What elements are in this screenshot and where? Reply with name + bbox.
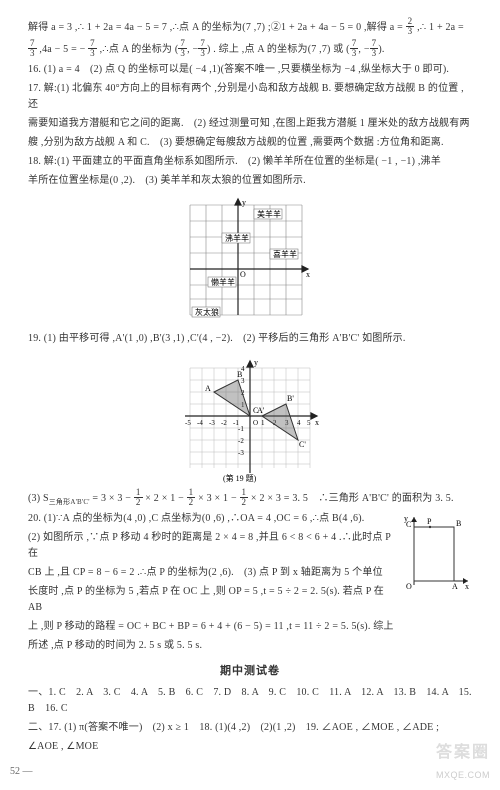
mei-label: 美羊羊 [257,209,281,219]
sheep-grid-figure: y x O 美羊羊 沸羊羊 喜羊羊 懒羊羊 灰太狼 [180,195,320,325]
svg-text:-5: -5 [185,419,191,427]
pt-A: A [452,582,458,591]
text: × 2 × 1 − [145,493,186,504]
fraction: 12 [240,488,249,507]
text: = 3 × 3 − [92,493,133,504]
axis-y-label: y [242,198,246,207]
para-4: 17. 解:(1) 北偏东 40°方向上的目标有两个 ,分别是小岛和敌方战舰 B… [28,81,472,113]
axis-x: x [315,418,319,427]
fraction: 2 3 [406,17,415,36]
pt-Bp: B' [287,394,294,403]
svg-text:-3: -3 [209,419,215,427]
para-3: 16. (1) a = 4 (2) 点 Q 的坐标可以是( −4 ,1)(答案不… [28,62,472,78]
watermark-en: MXQE.COM [436,768,490,782]
fraction: 73 [88,39,97,58]
svg-text:-4: -4 [197,419,203,427]
pt-B: B [456,519,461,528]
para-5: 需要知道我方潜艇和它之间的距离. (2) 经过测量可知 ,在图上距我方潜艇 1 … [28,116,472,132]
svg-text:4: 4 [297,419,301,427]
para-1: 解得 a = 3 ,∴ 1 + 2a = 4a − 5 = 7 ,∴点 A 的坐… [28,18,472,37]
text: ,∴点 A 的坐标为 [100,44,173,55]
origin: O [253,419,258,427]
text: × 3 × 1 − [198,493,239,504]
pt-B: B [237,370,242,379]
fraction: 73 [198,39,207,58]
para-7: 18. 解:(1) 平面建立的平面直角坐标系如图所示. (2) 懒羊羊所在位置的… [28,154,472,170]
pt-A: A [205,384,211,393]
axis-y: y [254,358,258,367]
hui-label: 灰太狼 [195,307,219,317]
svg-text:5: 5 [307,419,311,427]
text: 解得 a = 3 ,∴ 1 + 2a = 4a − 5 = 7 ,∴点 A 的坐… [28,22,406,33]
axis-x-label: x [306,270,310,279]
pt-P: P [427,517,432,526]
text: . 综上 ,点 A 的坐标为(7 ,7) 或 [213,44,343,55]
para-2: 73 ,4a − 5 = − 73 ,∴点 A 的坐标为 (73, −73) .… [28,40,472,59]
fei-label: 沸羊羊 [225,233,249,243]
svg-text:-3: -3 [238,449,244,457]
pt-Ap: A' [257,406,265,415]
fraction: 12 [134,488,143,507]
midterm-heading: 期中测试卷 [28,663,472,681]
para-16: 所述 ,点 P 移动的时间为 2. 5 s 或 5. 5 s. [28,638,472,654]
origin-label: O [240,270,246,279]
text: ,4a − 5 = − [39,44,88,55]
para-15: 上 ,则 P 移动的路程 = OC + BC + BP = 6 + 4 + (6… [28,619,472,635]
fraction: 12 [187,488,196,507]
lan-label: 懒羊羊 [211,277,235,287]
xi-label: 喜羊羊 [273,249,297,259]
para-8: 羊所在位置坐标是(0 ,2). (3) 美羊羊和灰太狼的位置如图所示. [28,173,472,189]
triangle-translate-figure: y x O -5-4-3-2-1 12345 1234 -1-2-3 A B C… [175,353,325,483]
rectangle-figure: P B C O A x y [402,513,472,591]
pt-O: O [406,582,412,591]
fraction: 73 [178,39,187,58]
fraction: 73 [350,39,359,58]
fraction: 73 [370,39,379,58]
page-number: 52 — [10,764,33,780]
para-18: 二、17. (1) π(答案不唯一) (2) x ≥ 1 18. (1)(4 ,… [28,720,472,736]
svg-text:1: 1 [261,419,265,427]
svg-text:-1: -1 [238,425,244,433]
text: (3) S [28,493,49,504]
para-17: 一、1. C 2. A 3. C 4. A 5. B 6. C 7. D 8. … [28,685,472,717]
para-6: 艘 ,分别为敌方战舰 A 和 C. (3) 要想确定每艘敌方战舰的位置 ,需要两… [28,135,472,151]
text: × 2 × 3 = 3. 5 ∴三角形 A'B'C' 的面积为 3. 5. [251,493,454,504]
pt-Cp: C' [299,440,306,449]
svg-text:(第 19 题): (第 19 题) [223,473,257,483]
para-10: (3) S三角形A'B'C' = 3 × 3 − 12 × 2 × 1 − 12… [28,489,472,508]
fraction: 73 [28,39,37,58]
svg-text:-2: -2 [238,437,244,445]
axis-y: y [404,514,408,523]
text: ,∴ 1 + 2a = [417,22,464,33]
problem-20-block: P B C O A x y 20. (1)∵A 点的坐标为(4 ,0) ,C 点… [28,511,472,657]
para-9: 19. (1) 由平移可得 ,A'(1 ,0) ,B'(3 ,1) ,C'(4 … [28,331,472,347]
svg-text:-2: -2 [221,419,227,427]
para-19: ∠AOE , ∠MOE [28,739,472,755]
axis-x: x [465,582,469,591]
watermark-cn: 答案圈 [436,740,490,766]
